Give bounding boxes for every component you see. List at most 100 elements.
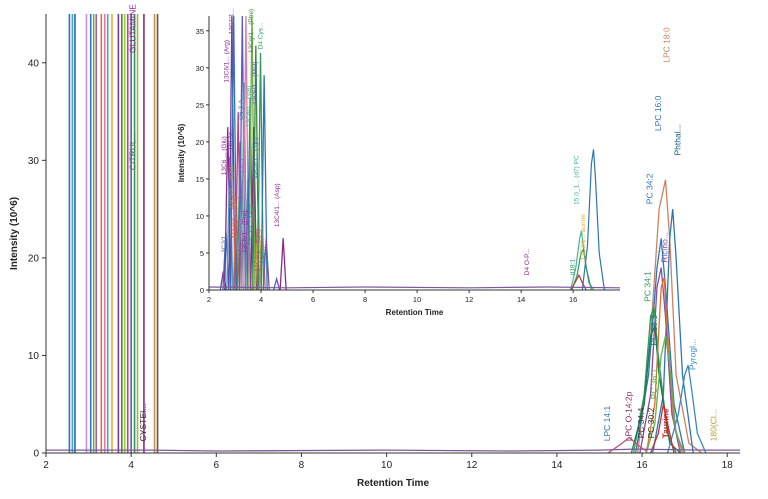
main-series-line	[607, 436, 647, 453]
inset-peak	[230, 16, 238, 290]
main-y-tick-label: 30	[28, 156, 40, 167]
main-y-axis-title: Intensity (10^6)	[9, 197, 20, 270]
inset-y-tick-label: 20	[196, 138, 204, 147]
main-peak-label: PC 36:1	[649, 368, 659, 399]
inset-x-tick-label: 4	[259, 295, 263, 304]
inset-peak-label: 3C2/1...	[221, 230, 228, 253]
inset-peak-label: 15N2/1... (Gln)	[231, 196, 238, 239]
inset-peak-label: 13C5/1... (Met)	[252, 62, 259, 105]
inset-peak-label: 13C...	[260, 247, 267, 265]
inset-y-tick-label: 10	[196, 212, 204, 221]
main-y-tick-label: 10	[28, 351, 40, 362]
main-x-tick-label: 8	[299, 460, 305, 471]
main-peak-label: Pyrogl...	[687, 339, 697, 370]
main-data-area	[46, 14, 740, 453]
inset-x-tick-label: 6	[311, 295, 315, 304]
main-y-tick-label: 20	[28, 253, 40, 264]
inset-y-tick-label: 30	[196, 64, 204, 73]
main-peak-label: LPC 18:0	[662, 27, 672, 63]
inset-peak-label: 13C6/1... (Arg)	[224, 40, 231, 83]
main-peak-label: PC 30:2	[646, 407, 656, 438]
inset-data-area	[209, 16, 620, 290]
main-peak-label: PC 36:3	[649, 315, 659, 346]
main-peak-label: LPC 16:0	[653, 95, 663, 131]
inset-peak	[250, 127, 258, 290]
main-peak-label: PC 34:4	[636, 407, 646, 438]
main-x-tick-label: 12	[466, 460, 478, 471]
main-x-tick-label: 2	[43, 460, 49, 471]
main-peak-label: PC 34:1	[643, 271, 653, 302]
inset-series-line	[581, 149, 605, 290]
inset-peak-label: D8 Ac...	[227, 126, 234, 149]
inset-peak	[279, 238, 287, 290]
main-peak-label: Ricino...	[660, 232, 670, 263]
main-peak-label: 180(Cl...	[709, 409, 719, 441]
main-peak-label: PC 34:2	[645, 173, 655, 204]
inset-peak-label: 13C9/1... (Tyr)	[252, 137, 259, 179]
inset-series-line	[570, 273, 587, 290]
inset-peak	[228, 16, 236, 290]
main-series-line	[639, 267, 682, 453]
main-x-tick-label: 16	[637, 460, 649, 471]
inset-peak-label: 13C3/1... (Ser)	[238, 158, 245, 201]
inset-peak-label: 13C7/1...	[229, 8, 236, 35]
inset-peak	[273, 276, 281, 290]
inset-peak-label: 13C6 ... (Glu)	[221, 136, 228, 175]
inset-peak-label: 13C3/1... (Ala)	[248, 204, 255, 246]
main-peak-label: LPC 14:1	[602, 406, 612, 442]
main-y-tick-label: 40	[28, 58, 40, 69]
inset-series-line	[209, 286, 620, 289]
inset-peak-label: D4 O-P...	[524, 249, 531, 275]
inset-peak-label: 13C5/1... (Gly)	[229, 166, 236, 208]
inset-series-line	[571, 247, 592, 290]
inset-peak-label: D6 3-A...	[238, 94, 245, 120]
inset-peak-label: 13Cg/1... (Phe)	[248, 9, 255, 53]
inset-peak-label: 15.0_1... (d7) PC	[573, 155, 580, 205]
main-series-line	[666, 364, 707, 453]
main-peak-label: LPC O-14:2p	[623, 391, 633, 441]
main-peak-label: CITRUL...	[127, 132, 137, 170]
inset-peak-label: D4 Cys...	[257, 22, 264, 49]
inset-background	[209, 16, 620, 290]
inset-peak-label: d18:1	[569, 259, 576, 276]
inset-y-tick-label: 35	[196, 27, 204, 36]
inset-x-tick-label: 10	[413, 295, 421, 304]
inset-peak-label: 13C6/1... (Lys)	[255, 229, 262, 271]
inset-peak-label: 13C5/1... (Pro)	[242, 210, 249, 253]
inset-x-tick-label: 8	[363, 295, 367, 304]
main-x-tick-label: 14	[551, 460, 563, 471]
main-peak-label: GLUTAMINE	[127, 4, 137, 53]
main-peak-label: Phthal...	[672, 124, 682, 155]
inset-peak	[262, 238, 270, 290]
inset-x-tick-label: 16	[569, 295, 577, 304]
inset-x-tick-label: 12	[465, 295, 473, 304]
inset-y-tick-label: 25	[196, 101, 204, 110]
main-series-line	[645, 335, 686, 453]
inset-x-tick-label: 14	[517, 295, 525, 304]
main-x-tick-label: 18	[722, 460, 734, 471]
main-series-line	[645, 277, 684, 453]
main-peak-label: CYSTEI...	[138, 404, 148, 442]
main-x-tick-label: 4	[128, 460, 134, 471]
inset-y-tick-label: 0	[200, 286, 204, 295]
inset-series-line	[570, 230, 595, 290]
inset-peak-label: 13C4/1... (Asp)	[274, 183, 281, 227]
inset-x-axis-title: Retention Time	[386, 308, 444, 317]
main-series-line	[637, 179, 703, 453]
inset-peak-label: 13C6/1... (Val)	[246, 86, 253, 127]
inset-x-tick-label: 2	[207, 295, 211, 304]
inset-plot: 2 4 6 8 10 12 14 16 0 5 10 15 20 25 30 35 Retention Time…	[177, 8, 620, 317]
main-series-line	[649, 404, 675, 453]
inset-y-tick-label: 5	[200, 249, 204, 258]
inset-peak-label: 13C2/1... aurine	[580, 214, 587, 261]
inset-peak	[240, 82, 248, 290]
inset-y-tick-label: 15	[196, 175, 204, 184]
inset-peak	[260, 75, 268, 290]
main-peak-label: Taurine	[660, 408, 670, 438]
inset-peak-label: 13C6/1... (Leu)	[236, 221, 243, 264]
inset-peak	[244, 178, 252, 290]
main-y-tick-label: 0	[33, 449, 39, 460]
